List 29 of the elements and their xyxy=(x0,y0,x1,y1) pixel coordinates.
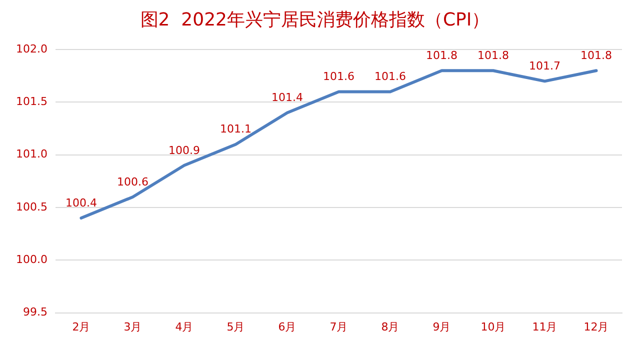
chart-title: 图2 2022年兴宁居民消费价格指数（CPI） xyxy=(140,9,490,30)
data-label: 100.4 xyxy=(65,196,97,210)
data-label: 101.8 xyxy=(580,49,612,62)
x-tick-label: 6月 xyxy=(278,320,296,334)
data-label: 100.9 xyxy=(168,144,200,157)
x-tick-label: 12月 xyxy=(584,320,609,334)
data-label: 101.4 xyxy=(271,91,303,104)
y-tick-label: 102.0 xyxy=(16,42,48,56)
x-tick-label: 11月 xyxy=(532,320,558,334)
y-tick-label: 101.0 xyxy=(16,148,48,161)
x-tick-label: 5月 xyxy=(226,320,245,334)
y-tick-label: 99.5 xyxy=(22,306,48,319)
x-tick-label: 9月 xyxy=(432,320,451,334)
data-label: 101.1 xyxy=(220,122,252,136)
x-tick-label: 2月 xyxy=(72,320,90,334)
data-label: 101.6 xyxy=(374,70,406,84)
x-tick-label: 8月 xyxy=(381,320,400,334)
y-tick-label: 100.5 xyxy=(16,200,48,214)
data-label: 101.8 xyxy=(426,49,458,62)
y-tick-label: 101.5 xyxy=(16,95,48,108)
y-tick-label: 100.0 xyxy=(16,253,48,266)
x-tick-label: 10月 xyxy=(480,320,506,334)
data-label: 101.6 xyxy=(322,70,354,84)
data-label: 101.8 xyxy=(478,49,509,62)
x-tick-label: 3月 xyxy=(124,320,142,334)
data-label: 101.7 xyxy=(529,60,560,73)
data-label: 100.6 xyxy=(116,175,148,188)
x-tick-label: 4月 xyxy=(175,320,194,334)
x-tick-label: 7月 xyxy=(330,320,348,334)
